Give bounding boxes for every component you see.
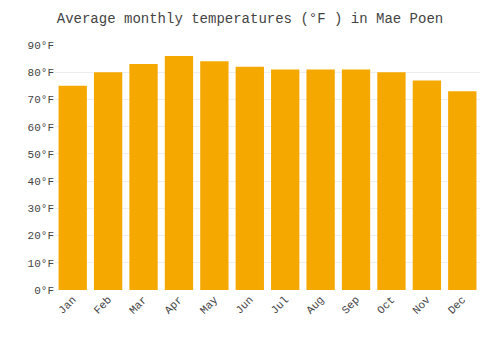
svg-text:Nov: Nov bbox=[410, 294, 433, 317]
svg-text:20°F: 20°F bbox=[28, 230, 54, 242]
svg-text:Feb: Feb bbox=[92, 294, 114, 316]
svg-text:30°F: 30°F bbox=[28, 203, 54, 215]
svg-text:May: May bbox=[198, 294, 221, 317]
svg-text:Sep: Sep bbox=[340, 294, 362, 316]
svg-text:0°F: 0°F bbox=[34, 285, 54, 297]
svg-text:Jul: Jul bbox=[269, 294, 291, 316]
svg-text:10°F: 10°F bbox=[28, 258, 54, 270]
svg-text:Aug: Aug bbox=[304, 294, 326, 316]
svg-text:Average monthly temperatures (: Average monthly temperatures (°F ) in Ma… bbox=[57, 11, 443, 27]
svg-text:60°F: 60°F bbox=[28, 122, 54, 134]
svg-text:Dec: Dec bbox=[446, 294, 468, 316]
svg-text:70°F: 70°F bbox=[28, 94, 54, 106]
svg-text:Oct: Oct bbox=[375, 294, 397, 316]
svg-text:Mar: Mar bbox=[127, 294, 149, 316]
svg-text:40°F: 40°F bbox=[28, 176, 54, 188]
svg-text:Jun: Jun bbox=[233, 294, 255, 316]
svg-text:90°F: 90°F bbox=[28, 40, 54, 52]
svg-text:50°F: 50°F bbox=[28, 149, 54, 161]
svg-text:80°F: 80°F bbox=[28, 67, 54, 79]
svg-text:Jan: Jan bbox=[56, 294, 78, 316]
svg-text:Apr: Apr bbox=[162, 294, 184, 316]
